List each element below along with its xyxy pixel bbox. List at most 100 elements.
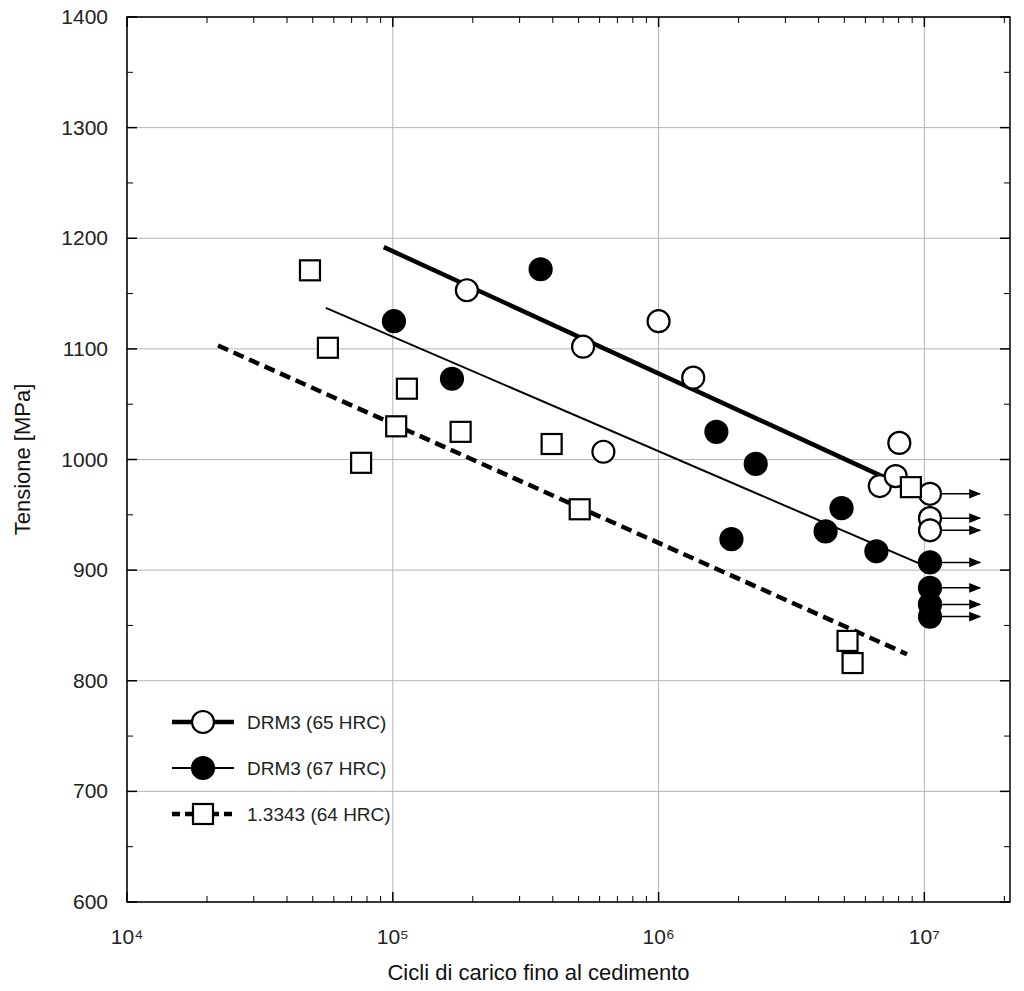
minor-tick [883,896,884,902]
point [542,434,562,454]
point [682,367,704,389]
minor-tick [519,17,520,23]
chart: 6007008009001000110012001300140010⁴10⁵10… [0,0,1024,991]
minor-tick [380,17,381,23]
minor-tick [1004,17,1005,23]
tick-label: 10⁵ [377,925,409,948]
minor-tick [1004,625,1010,626]
point [865,540,887,562]
minor-tick [617,17,618,23]
point [572,336,594,358]
minor-tick [207,896,208,902]
minor-tick [599,17,600,23]
tick [924,17,926,27]
tick-label: 1200 [61,226,108,249]
minor-tick [472,896,473,902]
minor-tick [253,896,254,902]
minor-tick [351,896,352,902]
tick-label: 1000 [61,448,108,471]
minor-tick [127,182,133,183]
minor-tick [367,17,368,23]
minor-tick [844,896,845,902]
minor-tick [818,896,819,902]
minor-tick [127,514,133,515]
point [720,528,742,550]
minor-tick [333,17,334,23]
tick [924,892,926,902]
tick [1000,348,1010,350]
minor-tick [287,896,288,902]
minor-tick [898,17,899,23]
tick [127,569,137,571]
minor-tick [738,17,739,23]
tick-label: 900 [73,558,108,581]
minor-tick [127,846,133,847]
point [888,432,910,454]
minor-tick [380,896,381,902]
point [351,453,371,473]
grid-line [924,17,925,902]
minor-tick [1004,182,1010,183]
minor-tick [818,17,819,23]
x-axis-label: Cicli di carico fino al cedimento [387,960,689,985]
legend: DRM3 (65 HRC) DRM3 (67 HRC) 1.3343 (64 HRC… [172,711,391,825]
legend-label: DRM3 (67 HRC) [247,758,386,779]
minor-tick [1004,514,1010,515]
minor-tick [367,896,368,902]
legend-label: 1.3343 (64 HRC) [247,804,391,825]
minor-tick [1004,846,1010,847]
minor-tick [912,896,913,902]
point [386,416,406,436]
legend-marker [193,804,213,824]
point [919,483,941,505]
point [705,421,727,443]
minor-tick [844,17,845,23]
minor-tick [127,293,133,294]
tick-label: 800 [73,669,108,692]
point [570,499,590,519]
minor-tick [312,17,313,23]
tick [127,680,137,682]
tick [392,892,394,902]
grid-line [127,791,1010,792]
minor-tick [519,896,520,902]
minor-tick [552,896,553,902]
point [919,551,941,573]
plot-frame [127,17,1010,902]
minor-tick [1004,736,1010,737]
tick-label: 600 [73,890,108,913]
point [592,441,614,463]
minor-tick [1004,293,1010,294]
tick [1000,680,1010,682]
y-axis-label: Tensione [MPa] [10,384,35,536]
minor-tick [617,896,618,902]
grid [127,17,1010,902]
minor-tick [883,17,884,23]
tick [1000,238,1010,240]
point [901,477,921,497]
minor-tick [312,896,313,902]
tick-label: 10⁴ [111,925,143,948]
minor-tick [1004,404,1010,405]
tick-label: 700 [73,779,108,802]
minor-tick [632,896,633,902]
point [530,258,552,280]
point [843,653,863,673]
minor-tick [207,17,208,23]
minor-tick [599,896,600,902]
axes: 6007008009001000110012001300140010⁴10⁵10… [61,5,1010,948]
legend-marker [192,757,214,779]
minor-tick [632,17,633,23]
minor-tick [785,17,786,23]
minor-tick [912,17,913,23]
legend-marker [192,711,214,733]
legend-label: DRM3 (65 HRC) [247,712,386,733]
minor-tick [287,17,288,23]
minor-tick [738,896,739,902]
minor-tick [646,896,647,902]
point [648,310,670,332]
tick [1000,459,1010,461]
minor-tick [1004,72,1010,73]
grid-line [392,17,393,902]
minor-tick [578,17,579,23]
